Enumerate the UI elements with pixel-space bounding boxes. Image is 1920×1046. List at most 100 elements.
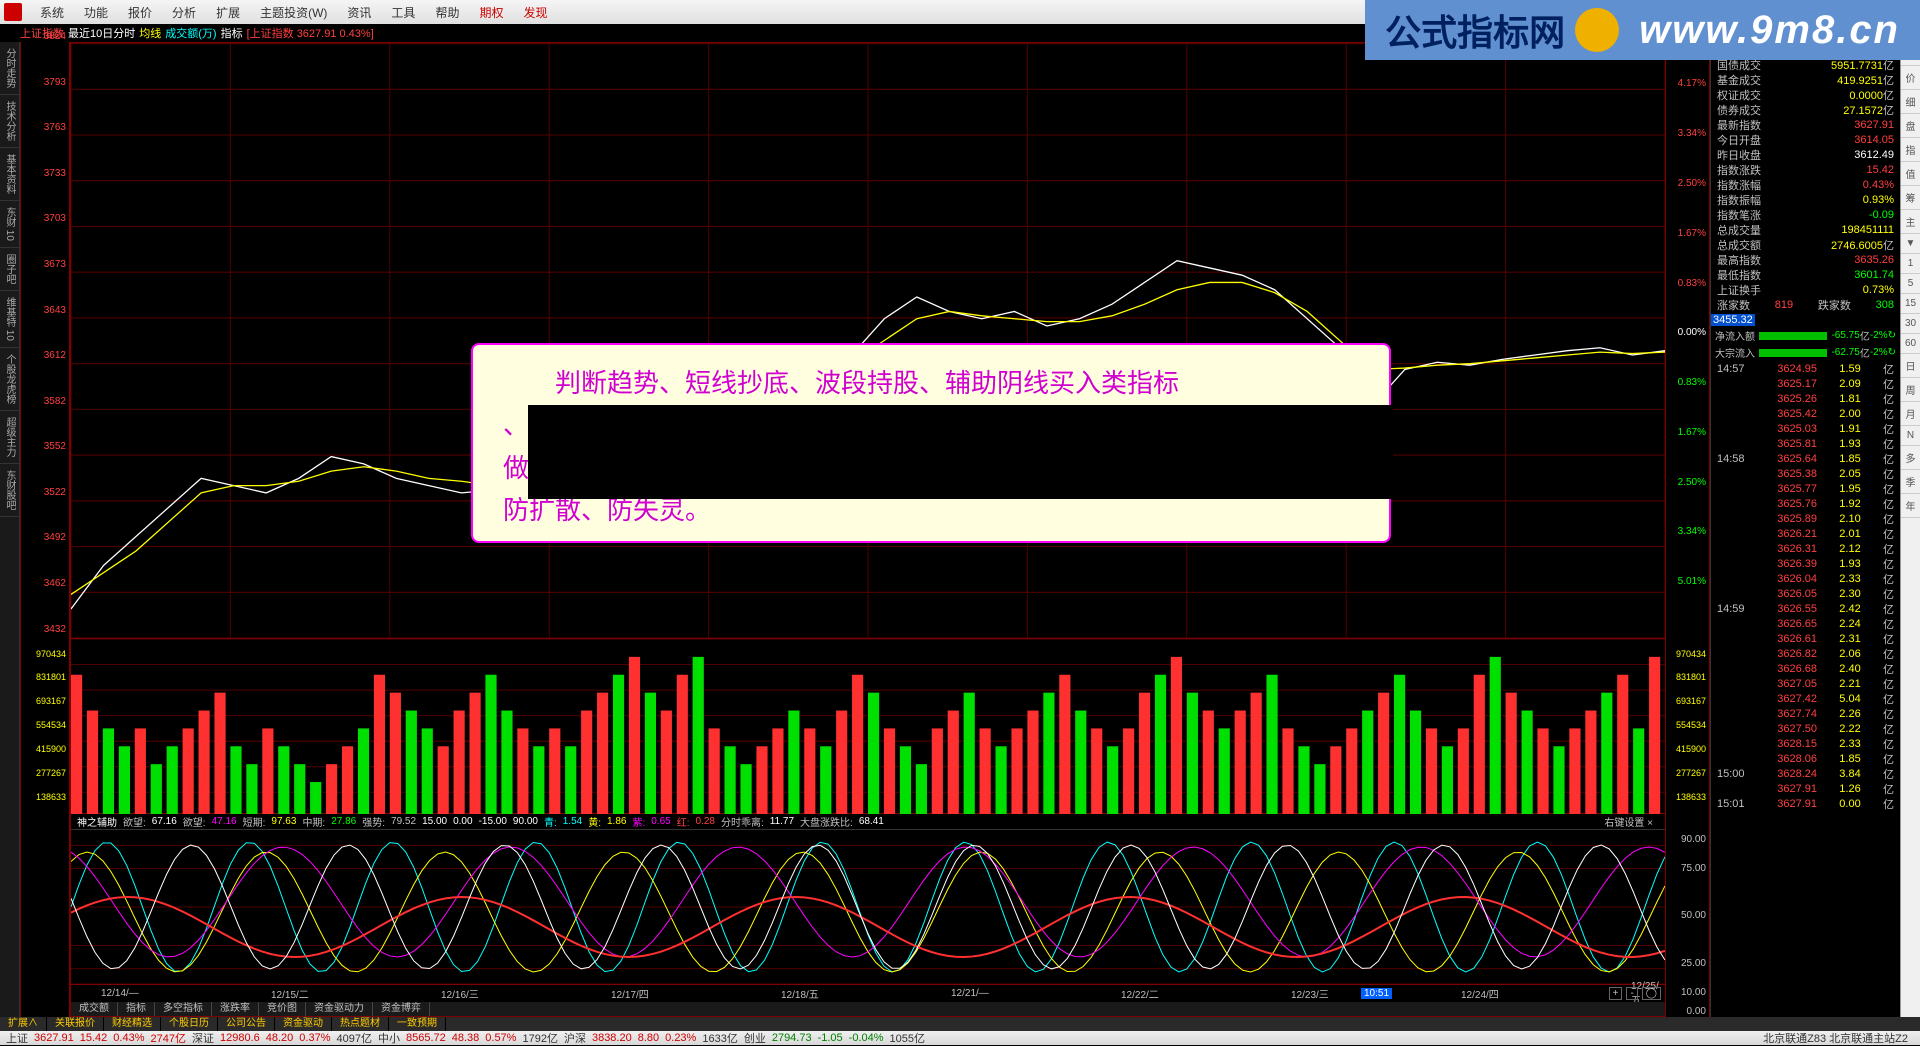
right-tab[interactable]: 指: [1901, 138, 1920, 162]
right-tab[interactable]: 主: [1901, 210, 1920, 234]
tick-row: 3626.612.31亿: [1711, 631, 1900, 646]
price-chart[interactable]: 判断趋势、短线抄底、波段持股、辅助阴线买入类指标 、辅 做T 防扩散、防失灵。: [71, 43, 1665, 639]
far-right-bar: 笔价细盘指值筹主▼15153060日周月N多季年: [1900, 42, 1920, 1017]
menu-item[interactable]: 主题投资(W): [250, 4, 337, 21]
right-tab[interactable]: 5: [1901, 274, 1920, 294]
status-info: 上证3627.9115.420.43%2747亿深证12980.648.200.…: [0, 1031, 1920, 1045]
tab[interactable]: 竞价图: [259, 1002, 306, 1016]
right-tab[interactable]: 月: [1901, 402, 1920, 426]
tick-row: 15:003628.243.84亿: [1711, 766, 1900, 781]
tick-row: 14:593626.552.42亿: [1711, 601, 1900, 616]
sidebar-item[interactable]: 东财 10: [0, 201, 19, 248]
menu-item[interactable]: 发现: [513, 4, 557, 21]
info-row: 指数振幅0.93%: [1711, 192, 1900, 207]
zoom-button[interactable]: -: [1626, 987, 1637, 1000]
tick-row: 3628.152.33亿: [1711, 736, 1900, 751]
info-row: 权证成交0.0000亿: [1711, 87, 1900, 102]
info-row: 今日开盘3614.05: [1711, 132, 1900, 147]
right-tab[interactable]: 价: [1901, 66, 1920, 90]
menu-item[interactable]: 功能: [74, 4, 118, 21]
indicator-header: 神之辅助欲望:67.16欲望:47.16短期:97.63中期:27.86强势:7…: [71, 814, 1665, 830]
chart-area: 判断趋势、短线抄底、波段持股、辅助阴线买入类指标 、辅 做T 防扩散、防失灵。 …: [70, 42, 1666, 1017]
tick-list[interactable]: 14:573624.951.59亿3625.172.09亿3625.261.81…: [1711, 361, 1900, 1017]
right-tab[interactable]: 周: [1901, 378, 1920, 402]
right-tab[interactable]: 日: [1901, 354, 1920, 378]
tab[interactable]: 关联报价: [47, 1017, 104, 1031]
tab[interactable]: 一致预期: [389, 1017, 446, 1031]
right-tab[interactable]: 60: [1901, 334, 1920, 354]
right-tab[interactable]: 1: [1901, 254, 1920, 274]
right-tab[interactable]: ▼: [1901, 234, 1920, 254]
info-row: 债券成交27.1572亿: [1711, 102, 1900, 117]
tick-row: 3625.771.95亿: [1711, 481, 1900, 496]
right-tab[interactable]: 筹: [1901, 186, 1920, 210]
menu-item[interactable]: 系统: [30, 4, 74, 21]
tick-row: 3627.052.21亿: [1711, 676, 1900, 691]
menu-item[interactable]: 期权: [469, 4, 513, 21]
menu-item[interactable]: 分析: [162, 4, 206, 21]
menu-item[interactable]: 工具: [381, 4, 425, 21]
right-tab[interactable]: 细: [1901, 90, 1920, 114]
statusbar: 扩展∧关联报价财经精选个股日历公司公告资金驱动热点题材一致预期 上证3627.9…: [0, 1017, 1920, 1045]
right-tab[interactable]: 30: [1901, 314, 1920, 334]
tick-row: 3627.742.26亿: [1711, 706, 1900, 721]
time-axis: 12/14/—12/15/二12/16/三12/17/四12/18/五12/21…: [71, 984, 1665, 1002]
right-tab[interactable]: 15: [1901, 294, 1920, 314]
tab[interactable]: 指标: [118, 1002, 155, 1016]
tick-row: 14:583625.641.85亿: [1711, 451, 1900, 466]
right-tab[interactable]: N: [1901, 426, 1920, 446]
zoom-button[interactable]: ◯: [1642, 987, 1661, 1000]
menu-item[interactable]: 扩展: [206, 4, 250, 21]
tab[interactable]: 热点题材: [332, 1017, 389, 1031]
watermark: 公式指标网 www.9m8.cn: [1365, 0, 1920, 60]
redaction: [528, 405, 1393, 499]
tab[interactable]: 成交额: [71, 1002, 118, 1016]
sidebar-item[interactable]: 超级主力: [0, 411, 19, 464]
highlight-value: 3455.32: [1711, 314, 1755, 326]
y-scale-left: 3432346234923522355235823612364336733703…: [20, 42, 70, 1017]
menu-item[interactable]: 资讯: [337, 4, 381, 21]
sidebar-item[interactable]: 圈子吧: [0, 248, 19, 291]
info-row: 指数涨幅0.43%: [1711, 177, 1900, 192]
tick-row: 3625.892.10亿: [1711, 511, 1900, 526]
tick-row: 3627.911.26亿: [1711, 781, 1900, 796]
right-tab[interactable]: 季: [1901, 470, 1920, 494]
tab[interactable]: 涨跌率: [212, 1002, 259, 1016]
tab[interactable]: 资金驱动: [275, 1017, 332, 1031]
info-row: 基金成交419.9251亿: [1711, 72, 1900, 87]
sidebar-item[interactable]: 技术分析: [0, 95, 19, 148]
tab[interactable]: 资金驱动力: [306, 1002, 373, 1016]
sidebar-item[interactable]: 维基特 10: [0, 291, 19, 348]
tab[interactable]: 多空指标: [155, 1002, 212, 1016]
settings-button[interactable]: 右键设置 ×: [1604, 814, 1653, 829]
sidebar-item[interactable]: 东财股吧: [0, 464, 19, 517]
sidebar-item[interactable]: 分时走势: [0, 42, 19, 95]
sidebar-item[interactable]: 个股龙虎榜: [0, 348, 19, 411]
tick-row: 3627.425.04亿: [1711, 691, 1900, 706]
tab[interactable]: 财经精选: [104, 1017, 161, 1031]
menu-item[interactable]: 报价: [118, 4, 162, 21]
menu-item[interactable]: 帮助: [425, 4, 469, 21]
annotation-box: 判断趋势、短线抄底、波段持股、辅助阴线买入类指标 、辅 做T 防扩散、防失灵。: [471, 343, 1391, 543]
tick-row: 3625.031.91亿: [1711, 421, 1900, 436]
sidebar-item[interactable]: 基本资料: [0, 148, 19, 201]
right-tab[interactable]: 盘: [1901, 114, 1920, 138]
volume-chart[interactable]: [71, 639, 1665, 814]
tick-row: 15:013627.910.00亿: [1711, 796, 1900, 811]
info-row: 最高指数3635.26: [1711, 252, 1900, 267]
right-tab[interactable]: 值: [1901, 162, 1920, 186]
tick-row: 3627.502.22亿: [1711, 721, 1900, 736]
tab[interactable]: 资金博弈: [373, 1002, 430, 1016]
menu-right: 期权发现: [469, 4, 557, 21]
right-tab[interactable]: 多: [1901, 446, 1920, 470]
right-tab[interactable]: 年: [1901, 494, 1920, 518]
indicator-chart[interactable]: 神之辅助欲望:67.16欲望:47.16短期:97.63中期:27.86强势:7…: [71, 814, 1665, 984]
tab[interactable]: 公司公告: [218, 1017, 275, 1031]
tab[interactable]: 扩展∧: [0, 1017, 47, 1031]
info-row: 最新指数3627.91: [1711, 117, 1900, 132]
coin-icon: [1575, 8, 1619, 52]
info-row: 指数笔涨-0.09: [1711, 207, 1900, 222]
tab[interactable]: 个股日历: [161, 1017, 218, 1031]
zoom-button[interactable]: +: [1609, 987, 1623, 1000]
tick-row: 14:573624.951.59亿: [1711, 361, 1900, 376]
